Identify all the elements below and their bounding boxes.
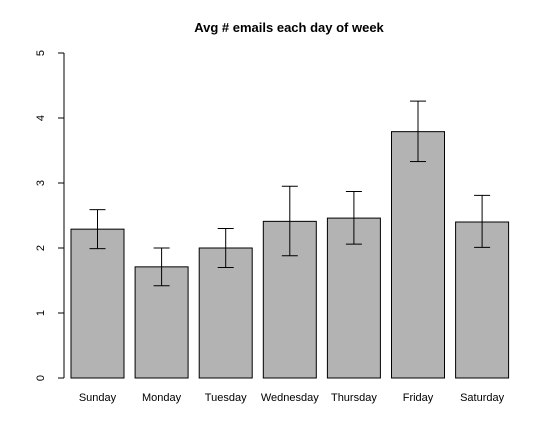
x-tick-labels: Sunday Monday Tuesday Wednesday Thursday Frid… [79, 392, 505, 404]
bar-saturday [455, 221, 510, 379]
bar-friday [391, 131, 445, 379]
y-tick-label: 4 [35, 115, 47, 121]
x-tick-label: Saturday [460, 392, 505, 404]
x-tick-label: Monday [142, 392, 182, 404]
y-tick-label: 0 [35, 375, 47, 381]
chart-title: Avg # emails each day of week [194, 20, 384, 35]
x-tick-label: Thursday [331, 392, 377, 404]
y-tick-label: 1 [35, 310, 47, 316]
y-tick-label: 5 [35, 50, 47, 56]
x-tick-label: Friday [403, 392, 434, 404]
x-tick-label: Sunday [79, 392, 117, 404]
bar-thursday [326, 217, 381, 379]
x-tick-label: Tuesday [205, 392, 247, 404]
bar-sunday [70, 228, 125, 379]
error-bars-group [89, 100, 491, 287]
bar-tuesday [198, 247, 253, 379]
y-axis: 0 1 2 3 4 5 [35, 50, 65, 381]
x-tick-label: Wednesday [261, 392, 319, 404]
y-tick-label: 3 [35, 180, 47, 186]
y-tick-label: 2 [35, 245, 47, 251]
